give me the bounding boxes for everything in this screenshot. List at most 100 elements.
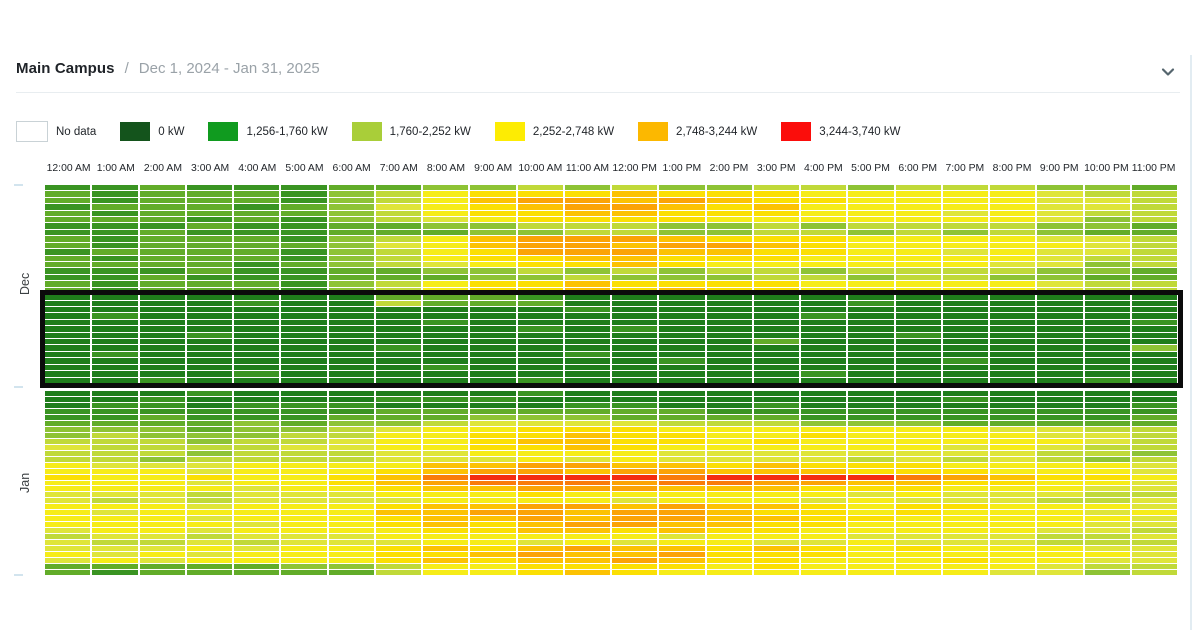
heatmap-cell[interactable] [1131,191,1177,197]
heatmap-cell[interactable] [423,261,469,268]
heatmap-cell[interactable] [1037,570,1083,575]
heatmap-cell[interactable] [92,444,138,450]
heatmap-cell[interactable] [706,396,752,402]
heatmap-cell[interactable] [564,217,610,223]
heatmap-cell[interactable] [942,281,988,287]
heatmap-cell[interactable] [990,444,1036,450]
heatmap-cell[interactable] [612,281,658,287]
heatmap-cell[interactable] [1037,319,1083,326]
heatmap-cell[interactable] [1084,351,1130,358]
heatmap-cell[interactable] [848,223,894,229]
heatmap-cell[interactable] [848,261,894,268]
heatmap-cell[interactable] [564,306,610,313]
heatmap-cell[interactable] [848,351,894,358]
heatmap-cell[interactable] [753,492,799,498]
heatmap-cell[interactable] [328,540,374,546]
heatmap-cell[interactable] [848,300,894,306]
heatmap-cell[interactable] [659,546,705,552]
heatmap-cell[interactable] [942,504,988,510]
heatmap-cell[interactable] [186,281,232,287]
heatmap-cell[interactable] [234,364,280,371]
heatmap-cell[interactable] [848,217,894,223]
heatmap-cell[interactable] [990,480,1036,486]
heatmap-cell[interactable] [753,456,799,462]
heatmap-cell[interactable] [1084,480,1130,486]
heatmap-cell[interactable] [659,185,705,191]
heatmap-cell[interactable] [848,294,894,300]
heatmap-cell[interactable] [895,191,941,197]
heatmap-cell[interactable] [281,420,327,426]
heatmap-cell[interactable] [564,444,610,450]
heatmap-cell[interactable] [517,229,563,236]
heatmap-cell[interactable] [139,210,185,217]
heatmap-cell[interactable] [139,204,185,210]
heatmap-cell[interactable] [753,528,799,534]
heatmap-cell[interactable] [659,504,705,510]
heatmap-cell[interactable] [659,274,705,281]
heatmap-cell[interactable] [328,492,374,498]
heatmap-cell[interactable] [1037,391,1083,396]
heatmap-cell[interactable] [659,268,705,274]
heatmap-cell[interactable] [1037,540,1083,546]
heatmap-cell[interactable] [1037,242,1083,249]
heatmap-cell[interactable] [1037,274,1083,281]
heatmap-cell[interactable] [517,281,563,287]
heatmap-cell[interactable] [375,332,421,339]
heatmap-cell[interactable] [895,185,941,191]
heatmap-cell[interactable] [848,450,894,456]
heatmap-cell[interactable] [659,255,705,261]
heatmap-cell[interactable] [470,474,516,480]
heatmap-cell[interactable] [659,474,705,480]
heatmap-cell[interactable] [517,546,563,552]
heatmap-cell[interactable] [990,456,1036,462]
heatmap-cell[interactable] [706,480,752,486]
heatmap-cell[interactable] [517,498,563,504]
heatmap-cell[interactable] [423,217,469,223]
heatmap-cell[interactable] [470,210,516,217]
heatmap-cell[interactable] [234,281,280,287]
heatmap-cell[interactable] [139,313,185,319]
heatmap-cell[interactable] [45,456,91,462]
heatmap-cell[interactable] [659,242,705,249]
heatmap-cell[interactable] [234,261,280,268]
heatmap-cell[interactable] [423,510,469,516]
heatmap-cell[interactable] [1131,210,1177,217]
heatmap-cell[interactable] [612,408,658,414]
heatmap-cell[interactable] [375,480,421,486]
heatmap-cell[interactable] [328,351,374,358]
heatmap-cell[interactable] [706,319,752,326]
heatmap-cell[interactable] [423,255,469,261]
heatmap-cell[interactable] [423,204,469,210]
heatmap-cell[interactable] [706,462,752,468]
heatmap-cell[interactable] [423,534,469,540]
heatmap-cell[interactable] [1037,462,1083,468]
heatmap-cell[interactable] [1131,274,1177,281]
heatmap-cell[interactable] [423,426,469,432]
heatmap-cell[interactable] [328,332,374,339]
heatmap-cell[interactable] [659,319,705,326]
heatmap-cell[interactable] [801,332,847,339]
heatmap-cell[interactable] [942,313,988,319]
heatmap-cell[interactable] [612,540,658,546]
heatmap-cell[interactable] [942,319,988,326]
heatmap-cell[interactable] [517,450,563,456]
heatmap-cell[interactable] [848,210,894,217]
heatmap-cell[interactable] [517,339,563,345]
heatmap-cell[interactable] [848,558,894,564]
heatmap-cell[interactable] [801,426,847,432]
heatmap-cell[interactable] [139,197,185,204]
heatmap-cell[interactable] [848,546,894,552]
heatmap-cell[interactable] [423,450,469,456]
heatmap-cell[interactable] [564,432,610,438]
heatmap-cell[interactable] [328,438,374,444]
heatmap-cell[interactable] [942,229,988,236]
heatmap-cell[interactable] [1131,377,1177,383]
heatmap-cell[interactable] [564,510,610,516]
heatmap-cell[interactable] [942,432,988,438]
heatmap-cell[interactable] [139,391,185,396]
heatmap-cell[interactable] [753,339,799,345]
heatmap-cell[interactable] [92,364,138,371]
heatmap-cell[interactable] [612,474,658,480]
heatmap-cell[interactable] [186,364,232,371]
heatmap-cell[interactable] [375,191,421,197]
